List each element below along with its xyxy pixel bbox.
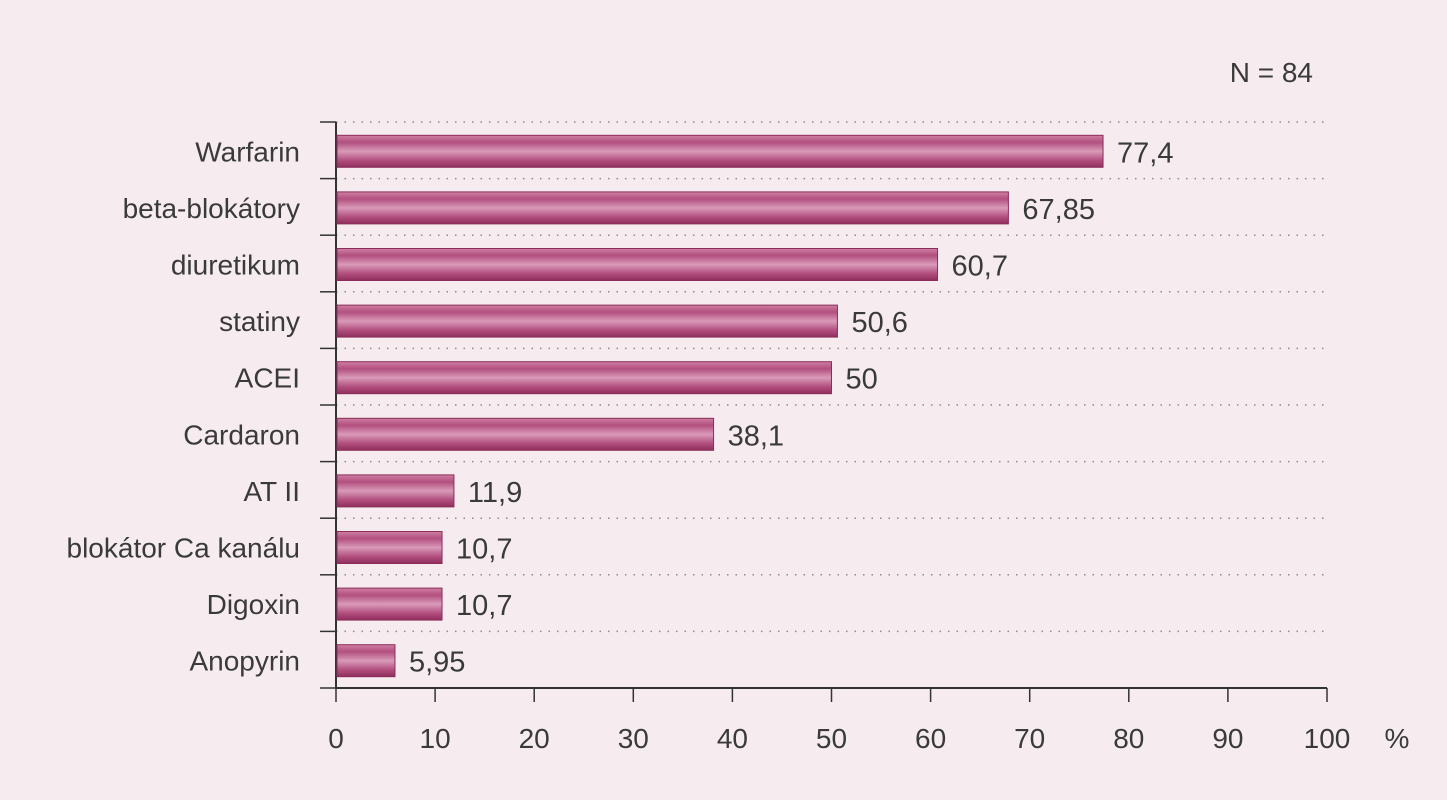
category-label: Anopyrin — [189, 646, 300, 677]
x-tick-label: 20 — [519, 723, 550, 754]
bar — [336, 134, 1104, 168]
data-label: 10,7 — [456, 534, 512, 566]
x-tick-label: 80 — [1113, 723, 1144, 754]
x-tick-label: 40 — [717, 723, 748, 754]
category-label: statiny — [219, 306, 300, 337]
category-label: ACEI — [235, 363, 300, 394]
x-tick-label: 70 — [1014, 723, 1045, 754]
data-label: 5,95 — [409, 647, 465, 679]
x-axis-unit-label: % — [1385, 723, 1410, 754]
x-tick-label: 10 — [420, 723, 451, 754]
x-tick-label: 50 — [816, 723, 847, 754]
data-label: 60,7 — [952, 251, 1008, 283]
bar — [336, 587, 443, 621]
data-label: 50 — [846, 364, 878, 396]
category-label: Cardaron — [183, 419, 300, 450]
category-label: beta-blokátory — [123, 193, 300, 224]
data-label: 77,4 — [1117, 137, 1173, 169]
category-label: diuretikum — [171, 250, 300, 281]
category-label: blokátor Ca kanálu — [67, 533, 300, 564]
data-label: 10,7 — [456, 590, 512, 622]
data-label: 38,1 — [728, 420, 784, 452]
data-label: 67,85 — [1022, 194, 1095, 226]
category-label: Digoxin — [207, 589, 300, 620]
labels: 0 10 20 30 40 50 60 70 80 90 100 Warfarin 77,4 beta-b… — [67, 136, 1351, 754]
bar — [336, 191, 1009, 225]
grid-lines — [336, 121, 1327, 633]
bar — [336, 248, 939, 281]
x-tick-label: 90 — [1212, 723, 1243, 754]
category-label: AT II — [243, 476, 300, 507]
x-tick-label: 0 — [328, 723, 344, 754]
bar — [336, 474, 455, 508]
x-tick-label: 30 — [618, 723, 649, 754]
x-tick-label: 60 — [915, 723, 946, 754]
bar — [336, 531, 443, 564]
bars — [336, 134, 1104, 678]
x-tick-label: 100 — [1304, 723, 1351, 754]
data-label: 11,9 — [468, 477, 522, 509]
sample-size-annotation: N = 84 — [1230, 57, 1313, 88]
bar — [336, 361, 832, 395]
bar — [336, 417, 715, 451]
bar — [336, 304, 838, 338]
category-label: Warfarin — [195, 136, 300, 167]
axes — [320, 121, 1328, 702]
data-label: 50,6 — [851, 307, 907, 339]
bar — [336, 644, 396, 678]
